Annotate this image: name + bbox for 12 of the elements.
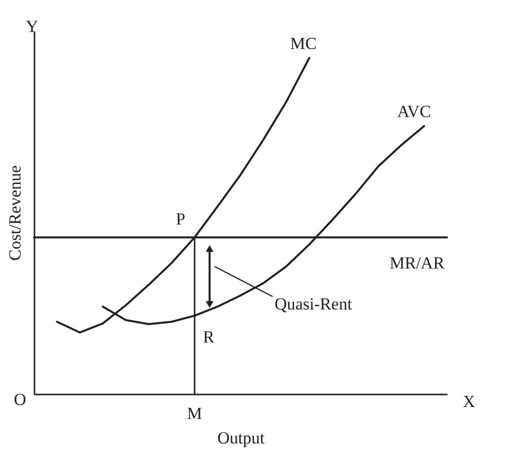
- text: O: [14, 390, 26, 409]
- x-axis-title: Output: [217, 428, 265, 448]
- text: X: [462, 392, 476, 411]
- series-label: MC: [290, 34, 317, 53]
- text: Y: [26, 17, 38, 36]
- annotation: P: [176, 209, 186, 228]
- series-label: AVC: [397, 102, 431, 122]
- text: M: [187, 404, 202, 423]
- y-axis-title: Cost/Revenue: [6, 165, 24, 261]
- series-label: MR/AR: [390, 253, 446, 272]
- annotation: R: [202, 328, 215, 347]
- annotation: Quasi-Rent: [274, 294, 352, 314]
